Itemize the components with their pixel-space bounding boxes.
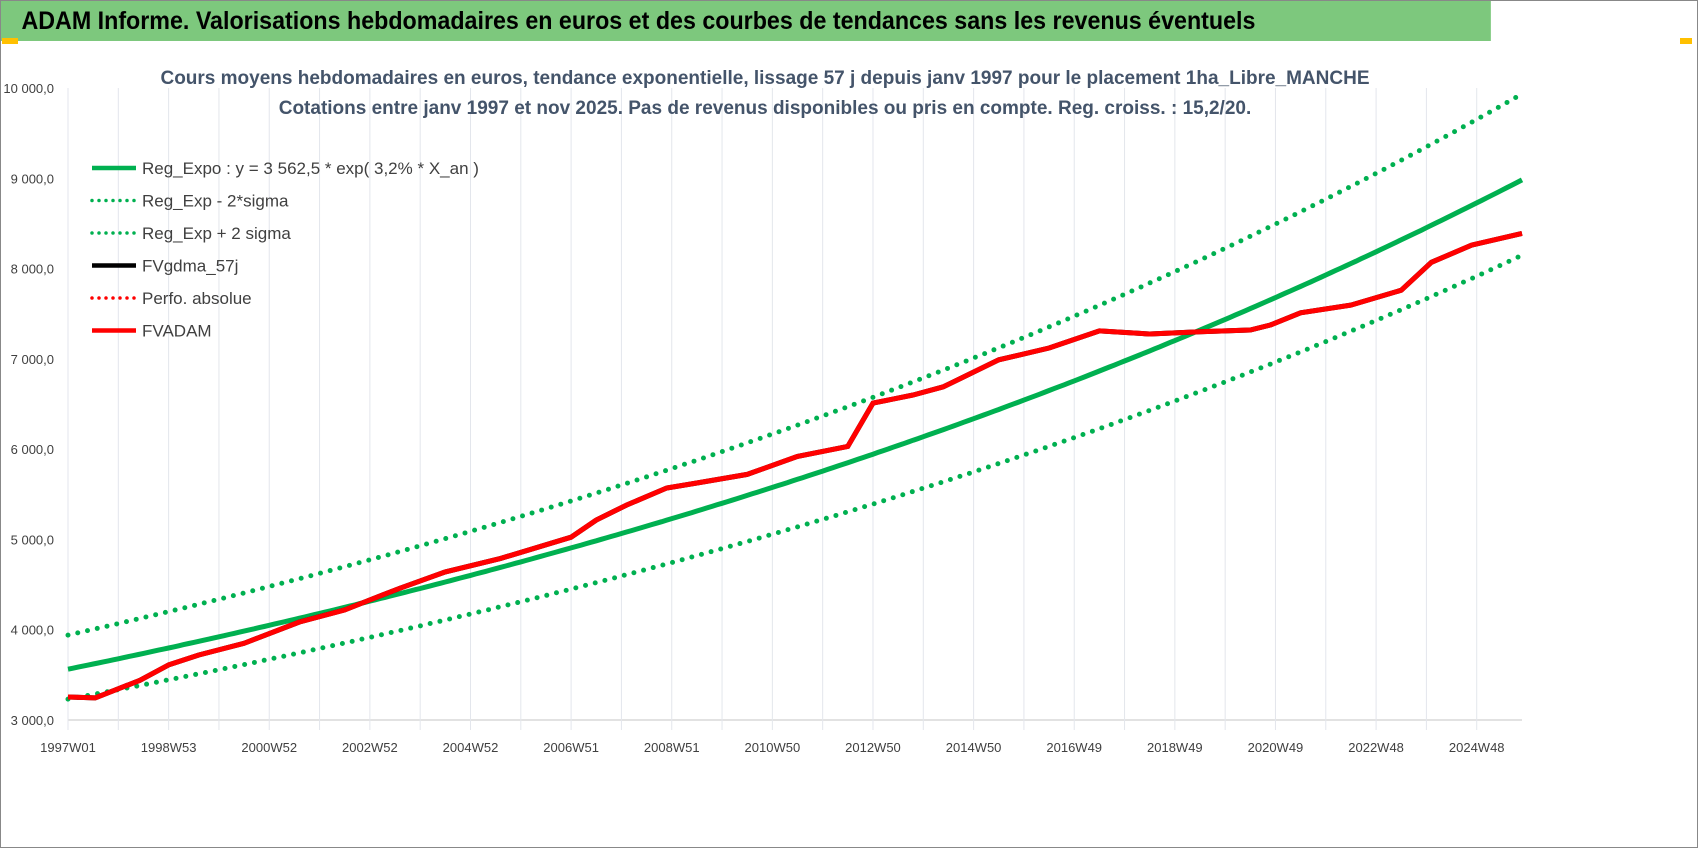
legend-label: Reg_Exp - 2*sigma: [142, 192, 289, 211]
legend-label: FVADAM: [142, 322, 212, 341]
x-tick-label: 2014W50: [946, 740, 1002, 755]
y-tick-label: 8 000,0: [11, 262, 54, 277]
selection-handle: [2, 38, 18, 44]
x-tick-label: 2018W49: [1147, 740, 1203, 755]
x-tick-label: 1997W01: [40, 740, 96, 755]
y-tick-label: 4 000,0: [11, 623, 54, 638]
selection-handle: [1680, 38, 1692, 44]
y-tick-label: 5 000,0: [11, 532, 54, 547]
series-fvadam: [67, 230, 1523, 701]
legend-label: Reg_Expo : y = 3 562,5 * exp( 3,2% * X_a…: [142, 159, 479, 178]
x-tick-label: 2010W50: [745, 740, 801, 755]
x-tick-label: 2022W48: [1348, 740, 1404, 755]
y-tick-label: 3 000,0: [11, 713, 54, 728]
x-tick-label: 1998W53: [141, 740, 197, 755]
y-tick-label: 7 000,0: [11, 352, 54, 367]
page-title: ADAM Informe. Valorisations hebdomadaire…: [1, 1, 1491, 41]
y-tick-label: 10 000,0: [3, 81, 54, 96]
series-reg-minus-2sigma: [65, 252, 1525, 702]
x-tick-label: 2020W49: [1248, 740, 1304, 755]
legend-label: Perfo. absolue: [142, 289, 252, 308]
x-tick-label: 2004W52: [443, 740, 499, 755]
x-tick-label: 2016W49: [1046, 740, 1102, 755]
x-tick-label: 2002W52: [342, 740, 398, 755]
x-tick-label: 2000W52: [241, 740, 297, 755]
x-tick-label: 2024W48: [1449, 740, 1505, 755]
series-reg-expo: [67, 177, 1524, 672]
x-tick-label: 2006W51: [543, 740, 599, 755]
y-tick-label: 9 000,0: [11, 171, 54, 186]
x-tick-label: 2012W50: [845, 740, 901, 755]
legend-label: FVgdma_57j: [142, 257, 238, 276]
chart-title: Cours moyens hebdomadaires en euros, ten…: [160, 68, 1369, 89]
y-tick-label: 6 000,0: [11, 442, 54, 457]
chart-subtitle: Cotations entre janv 1997 et nov 2025. P…: [279, 98, 1252, 119]
legend-label: Reg_Exp + 2 sigma: [142, 224, 291, 243]
series-reg-plus-2sigma: [65, 91, 1525, 638]
x-tick-label: 2008W51: [644, 740, 700, 755]
